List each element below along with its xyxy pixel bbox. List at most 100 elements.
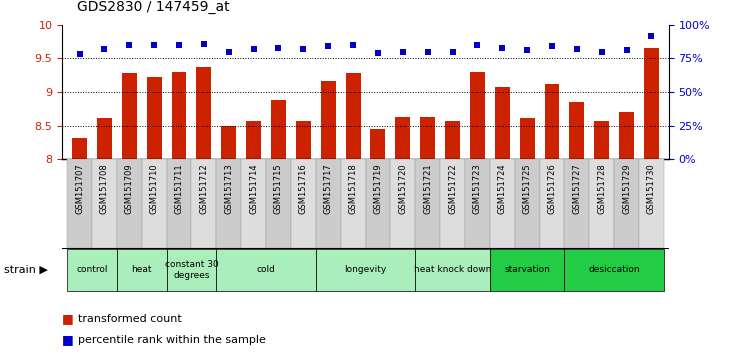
Text: desiccation: desiccation	[588, 266, 640, 274]
Bar	[172, 72, 186, 159]
Point	[124, 42, 135, 48]
Bar	[520, 118, 534, 159]
Text: GSM151710: GSM151710	[150, 164, 159, 215]
Point	[422, 49, 433, 55]
Point	[397, 49, 409, 55]
Text: ■: ■	[62, 333, 74, 346]
Bar	[366, 159, 390, 248]
Text: GSM151714: GSM151714	[249, 164, 258, 215]
Text: GSM151717: GSM151717	[324, 164, 333, 215]
Bar	[316, 159, 341, 248]
Text: GSM151711: GSM151711	[175, 164, 183, 215]
Bar	[589, 159, 614, 248]
Bar	[465, 159, 490, 248]
Bar	[490, 159, 515, 248]
Point	[248, 46, 260, 52]
Text: GSM151729: GSM151729	[622, 164, 631, 215]
Text: GSM151715: GSM151715	[274, 164, 283, 215]
Point	[347, 42, 359, 48]
Text: GSM151712: GSM151712	[200, 164, 208, 215]
Bar	[470, 72, 485, 159]
Bar	[67, 159, 92, 248]
Point	[148, 42, 160, 48]
Text: ■: ■	[62, 312, 74, 325]
Point	[596, 49, 607, 55]
Text: GSM151726: GSM151726	[548, 164, 556, 215]
Point	[621, 47, 632, 53]
Bar	[216, 159, 241, 248]
Point	[645, 33, 657, 38]
Point	[298, 46, 309, 52]
Text: heat knock down: heat knock down	[414, 266, 491, 274]
Text: GSM151727: GSM151727	[572, 164, 581, 215]
Text: GSM151722: GSM151722	[448, 164, 457, 215]
Text: GSM151707: GSM151707	[75, 164, 84, 215]
Text: GSM151730: GSM151730	[647, 164, 656, 215]
Bar	[216, 249, 316, 291]
Bar	[445, 121, 460, 159]
Text: percentile rank within the sample: percentile rank within the sample	[78, 335, 266, 345]
Bar	[67, 249, 117, 291]
Bar	[545, 84, 559, 159]
Bar	[395, 117, 410, 159]
Text: GSM151723: GSM151723	[473, 164, 482, 215]
Bar	[296, 121, 311, 159]
Bar	[192, 159, 216, 248]
Text: cold: cold	[257, 266, 276, 274]
Bar	[117, 159, 142, 248]
Bar	[619, 112, 634, 159]
Text: GSM151708: GSM151708	[100, 164, 109, 215]
Text: longevity: longevity	[344, 266, 387, 274]
Point	[223, 49, 235, 55]
Text: transformed count: transformed count	[78, 314, 182, 324]
Point	[521, 47, 533, 53]
Point	[322, 44, 334, 49]
Point	[447, 49, 458, 55]
Bar	[495, 87, 510, 159]
Bar	[614, 159, 639, 248]
Text: GSM151713: GSM151713	[224, 164, 233, 215]
Bar	[415, 159, 440, 248]
Text: GSM151725: GSM151725	[523, 164, 531, 215]
Text: strain ▶: strain ▶	[4, 265, 48, 275]
Bar	[167, 249, 216, 291]
Text: GSM151721: GSM151721	[423, 164, 432, 215]
Bar	[271, 100, 286, 159]
Bar	[266, 159, 291, 248]
Text: heat: heat	[132, 266, 152, 274]
Bar	[316, 249, 415, 291]
Bar	[321, 81, 336, 159]
Bar	[420, 117, 435, 159]
Bar	[639, 159, 664, 248]
Bar	[97, 118, 112, 159]
Text: GSM151724: GSM151724	[498, 164, 507, 215]
Bar	[539, 159, 564, 248]
Bar	[490, 249, 564, 291]
Point	[372, 50, 384, 56]
Bar	[564, 159, 589, 248]
Bar	[197, 67, 211, 159]
Point	[74, 52, 86, 57]
Bar	[440, 159, 465, 248]
Bar	[92, 159, 117, 248]
Point	[471, 42, 483, 48]
Point	[173, 42, 185, 48]
Bar	[415, 249, 490, 291]
Bar	[390, 159, 415, 248]
Bar	[291, 159, 316, 248]
Text: control: control	[76, 266, 107, 274]
Point	[198, 41, 210, 46]
Text: GSM151716: GSM151716	[299, 164, 308, 215]
Text: GSM151719: GSM151719	[374, 164, 382, 215]
Bar	[142, 159, 167, 248]
Point	[571, 46, 583, 52]
Point	[546, 44, 558, 49]
Bar	[515, 159, 539, 248]
Bar	[246, 121, 261, 159]
Text: GSM151709: GSM151709	[125, 164, 134, 215]
Point	[273, 45, 284, 51]
Bar	[564, 249, 664, 291]
Bar	[644, 48, 659, 159]
Bar	[117, 249, 167, 291]
Point	[496, 45, 508, 51]
